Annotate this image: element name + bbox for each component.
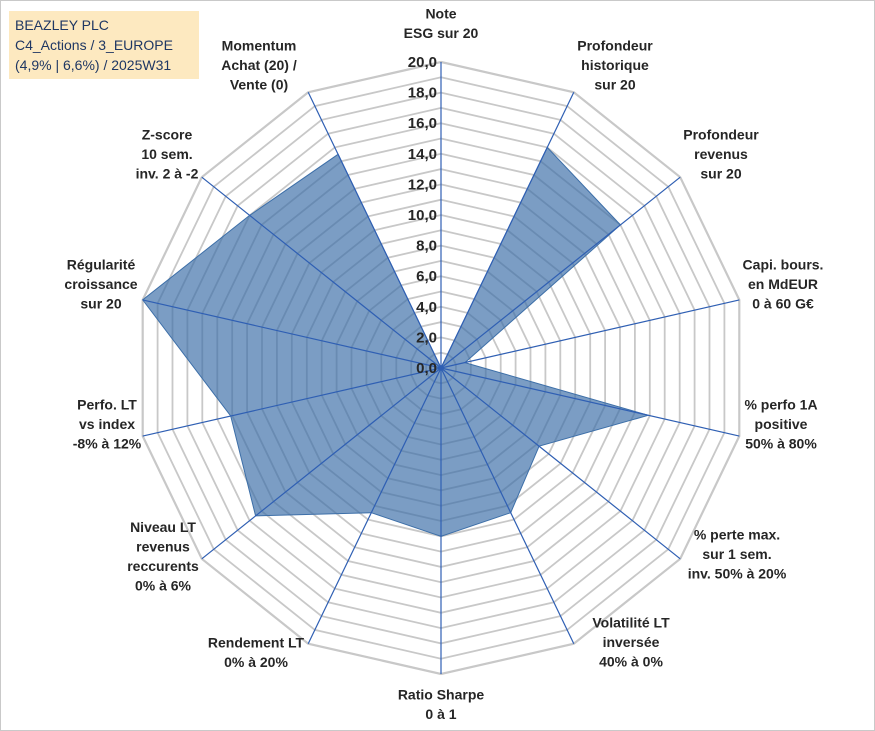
axis-label-line: vs index: [79, 416, 135, 432]
axis-spoke: [440, 176, 681, 369]
axis-label-line: Volatilité LT: [592, 615, 670, 631]
tick-label: 12,0: [408, 176, 437, 193]
axis-label-line: historique: [581, 57, 649, 73]
axis-spoke: [440, 299, 740, 369]
title-line-company: BEAZLEY PLC: [15, 17, 109, 33]
axis-label-line: Régularité: [67, 257, 136, 273]
axis-label: Z-score 10 sem. inv. 2 à -2: [136, 127, 199, 182]
axis-label: Perfo. LT vs index -8% à 12%: [73, 397, 142, 452]
axis-label: Niveau LT revenus reccurents 0% à 6%: [127, 519, 199, 594]
axis-spoke: [440, 367, 740, 437]
axis-label: Volatilité LT inversée 40% à 0%: [592, 615, 670, 670]
axis-label: Momentum Achat (20) / Vente (0): [221, 38, 297, 93]
axis-label-line: Achat (20) /: [221, 57, 297, 73]
axis-label-line: inv. 2 à -2: [136, 166, 199, 182]
chart-title-box: BEAZLEY PLC C4_Actions / 3_EUROPE (4,9% …: [9, 11, 199, 79]
axis-label-line: sur 20: [80, 296, 121, 312]
axis-spokes: [142, 62, 740, 674]
axis-spoke: [440, 367, 681, 560]
axis-spoke: [201, 176, 442, 369]
axis-label-line: Niveau LT: [130, 519, 196, 535]
axis-label: Profondeur historique sur 20: [577, 38, 653, 93]
axis-label-line: 0 à 60 G€: [752, 296, 814, 312]
axis-label: Rendement LT 0% à 20%: [208, 634, 305, 670]
tick-label: 16,0: [408, 115, 437, 132]
axis-label-line: -8% à 12%: [73, 436, 142, 452]
axis-label-line: Profondeur: [683, 127, 759, 143]
axis-label-line: inv. 50% à 20%: [688, 566, 787, 582]
axis-spoke: [440, 367, 575, 644]
axis-labels: Note ESG sur 20 Profondeur historique sur 20…: [64, 5, 824, 722]
axis-label: Régularité croissance sur 20: [64, 257, 137, 312]
axis-label-line: 40% à 0%: [599, 654, 663, 670]
axis-label-line: 0 à 1: [425, 706, 456, 722]
axis-label: % perfo 1A positive 50% à 80%: [744, 397, 817, 452]
axis-label: Note ESG sur 20: [404, 5, 479, 41]
axis-label-line: Capi. bours.: [743, 257, 824, 273]
tick-label: 4,0: [416, 299, 437, 316]
axis-spoke: [201, 367, 442, 560]
axis-label-line: Perfo. LT: [77, 397, 137, 413]
axis-label: Ratio Sharpe 0 à 1: [398, 686, 485, 722]
axis-label-line: Momentum: [222, 38, 297, 54]
axis-label-line: en MdEUR: [748, 276, 818, 292]
axis-spoke: [307, 367, 442, 644]
axis-label-line: inversée: [603, 634, 660, 650]
tick-label: 20,0: [408, 54, 437, 71]
axis-spoke: [142, 367, 442, 437]
axis-label-line: ESG sur 20: [404, 25, 479, 41]
axis-label-line: Z-score: [142, 127, 193, 143]
axis-spoke: [142, 299, 442, 369]
axis-label-line: sur 20: [594, 77, 635, 93]
axis-label: Profondeur revenus sur 20: [683, 127, 759, 182]
axis-label-line: Ratio Sharpe: [398, 686, 485, 702]
tick-label: 8,0: [416, 238, 437, 255]
axis-label-line: Note: [425, 5, 456, 21]
tick-label: 10,0: [408, 207, 437, 224]
title-line-period: (4,9% | 6,6%) / 2025W31: [15, 57, 172, 73]
axis-label: % perte max. sur 1 sem. inv. 50% à 20%: [688, 527, 787, 582]
axis-label-line: 0% à 20%: [224, 654, 288, 670]
axis-label-line: 50% à 80%: [745, 436, 817, 452]
title-line-category: C4_Actions / 3_EUROPE: [15, 37, 173, 53]
tick-label: 2,0: [416, 329, 437, 346]
axis-label-line: reccurents: [127, 558, 199, 574]
tick-label: 0,0: [416, 360, 437, 377]
axis-label-line: sur 20: [700, 166, 741, 182]
radial-tick-labels: 0,0 2,0 4,0 6,0 8,0 10,0 12,0 14,0 16,0 18,0 20,0: [408, 54, 437, 377]
axis-label-line: Vente (0): [230, 77, 288, 93]
axis-label-line: sur 1 sem.: [702, 546, 771, 562]
tick-label: 6,0: [416, 268, 437, 285]
axis-label-line: positive: [755, 416, 808, 432]
axis-label-line: Rendement LT: [208, 634, 305, 650]
axis-label-line: croissance: [64, 276, 137, 292]
axis-spoke: [307, 92, 442, 369]
tick-label: 18,0: [408, 85, 437, 102]
axis-spoke: [440, 92, 575, 369]
axis-label-line: 10 sem.: [141, 146, 192, 162]
axis-label: Capi. bours. en MdEUR 0 à 60 G€: [743, 257, 824, 312]
axis-label-line: Profondeur: [577, 38, 653, 54]
axis-label-line: % perte max.: [694, 527, 780, 543]
axis-label-line: revenus: [694, 146, 748, 162]
tick-label: 14,0: [408, 146, 437, 163]
data-series-area: [142, 146, 651, 537]
axis-label-line: revenus: [136, 538, 190, 554]
axis-label-line: % perfo 1A: [744, 397, 817, 413]
axis-label-line: 0% à 6%: [135, 577, 192, 593]
